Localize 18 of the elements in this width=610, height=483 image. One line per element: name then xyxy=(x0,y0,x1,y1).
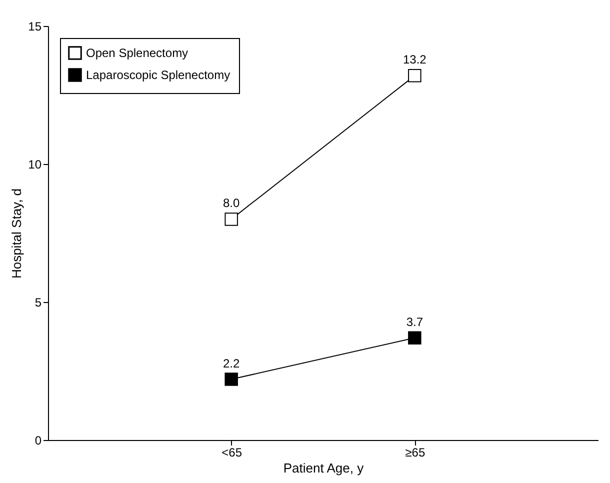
legend-label: Open Splenectomy xyxy=(86,46,188,60)
data-label: 3.7 xyxy=(406,314,424,329)
y-tick-label: 5 xyxy=(34,296,42,310)
point xyxy=(224,212,238,226)
x-axis-title: Patient Age, y xyxy=(283,460,364,476)
data-label: 2.2 xyxy=(222,356,240,370)
y-tick-label: 0 xyxy=(34,434,42,448)
y-tick-label: 10 xyxy=(28,158,42,172)
point xyxy=(224,372,238,386)
data-label: 8.0 xyxy=(222,196,240,210)
x-tick-label: ≥65 xyxy=(405,446,426,460)
y-tick-label: 15 xyxy=(28,20,42,34)
legend-label: Laparoscopic Splenectomy xyxy=(86,68,230,82)
point xyxy=(408,331,422,345)
y-axis-title: Hospital Stay, d xyxy=(9,188,24,279)
point xyxy=(408,69,422,82)
x-tick-label: <65 xyxy=(222,446,242,460)
data-label: 13.2 xyxy=(402,52,427,67)
